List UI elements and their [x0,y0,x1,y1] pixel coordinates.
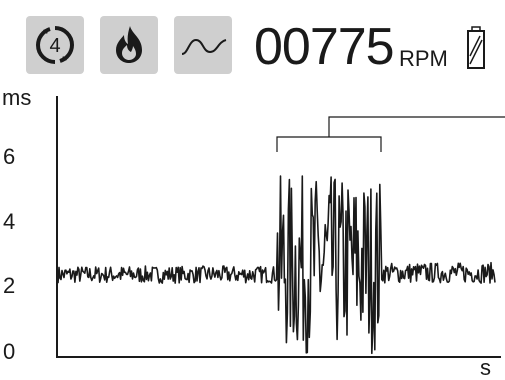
waveform-trace [57,175,496,355]
waveform-tile[interactable] [174,16,232,74]
flame-tile[interactable] [100,16,158,74]
battery-icon [467,26,485,69]
waveform-icon [181,38,227,55]
rpm-readout: 00775 [254,18,395,76]
y-tick-4: 4 [3,209,16,234]
cylinder-4-cycle-icon: 4 [36,26,74,64]
annotation-bracket [276,116,505,152]
y-tick-2: 2 [3,273,16,298]
cylinder-4-tile[interactable]: 4 [26,16,84,74]
y-axis-unit: ms [2,85,32,110]
x-axis-unit: s [480,355,491,380]
flame-icon [116,26,142,63]
svg-text:4: 4 [49,35,60,57]
y-tick-0: 0 [3,339,16,364]
rpm-unit-label: RPM [399,46,448,71]
y-tick-6: 6 [3,144,16,169]
